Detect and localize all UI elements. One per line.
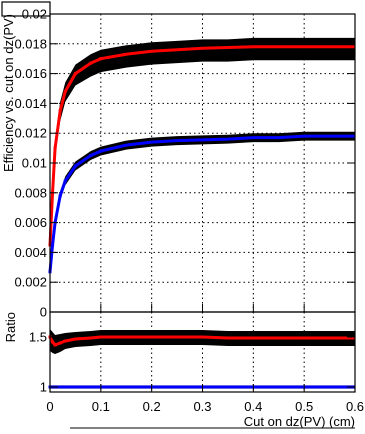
bottom-series-1-point — [58, 385, 62, 389]
bottom-y-tick-label: 1 — [40, 380, 47, 395]
top-series-0-point — [63, 89, 67, 93]
top-series-0-line — [48, 45, 355, 246]
bottom-y-tick-label: 1.5 — [29, 330, 47, 345]
top-y-tick-label: 0.004 — [14, 245, 47, 260]
bottom-series-0-point — [51, 340, 55, 344]
top-y-tick-label: 0.02 — [22, 7, 47, 22]
bottom-series-1-point — [63, 385, 67, 389]
bottom-series-0-point — [73, 337, 77, 341]
bottom-series-0-point — [63, 339, 67, 343]
bottom-series-1-point — [73, 385, 77, 389]
top-y-tick-label: 0.016 — [14, 66, 47, 81]
top-series-1-point — [58, 194, 62, 198]
bottom-y-axis-label: Ratio — [3, 312, 18, 342]
top-series-0-point — [58, 109, 62, 113]
x-tick-label: 0.4 — [244, 399, 262, 414]
top-y-tick-label: 0.012 — [14, 126, 47, 141]
top-series-0-band — [50, 37, 355, 250]
x-tick-label: 0.2 — [143, 399, 161, 414]
x-tick-label: 0.5 — [295, 399, 313, 414]
bottom-series-0-band — [50, 329, 355, 354]
top-series-0-point — [73, 72, 77, 76]
top-y-tick-label: 0.014 — [14, 96, 47, 111]
top-series-1-point — [51, 243, 55, 247]
top-series-1-point — [89, 154, 93, 158]
top-series-1-point — [63, 179, 67, 183]
bottom-series-0-point — [53, 343, 57, 347]
top-panel: 0 0.002 0.004 0.006 0.008 0.01 0.012 0.014 0.016… — [1, 7, 356, 320]
bottom-series-0-point — [58, 341, 62, 345]
top-y-axis-label: Efficiency vs. cut on dz(PV) — [1, 14, 16, 172]
top-y-tick-label: 0.006 — [14, 215, 47, 230]
top-y-tick-label: 0.01 — [22, 156, 47, 171]
bottom-series-0-point — [99, 335, 103, 339]
top-y-tick-label: 0.008 — [14, 185, 47, 200]
top-y-tick-label: 0 — [40, 305, 47, 320]
top-series-0-point — [53, 146, 57, 150]
top-y-tick-label: 0.002 — [14, 275, 47, 290]
x-tick-label: 0.1 — [92, 399, 110, 414]
top-series-1-point — [99, 149, 103, 153]
x-axis-label: Cut on dz(PV) (cm) — [244, 414, 355, 429]
top-series-1-line — [48, 134, 355, 272]
top-y-tick-label: 0.018 — [14, 36, 47, 51]
x-tick-label: 0.3 — [193, 399, 211, 414]
top-series-0-point — [99, 57, 103, 61]
top-series-0-point — [89, 61, 93, 65]
top-series-1-point — [73, 164, 77, 168]
x-tick-label: 0 — [46, 399, 53, 414]
x-tick-label: 0.6 — [346, 399, 364, 414]
legend-box-fragment — [1, 1, 51, 17]
bottom-series-1-point — [89, 385, 93, 389]
bottom-series-0-point — [89, 336, 93, 340]
